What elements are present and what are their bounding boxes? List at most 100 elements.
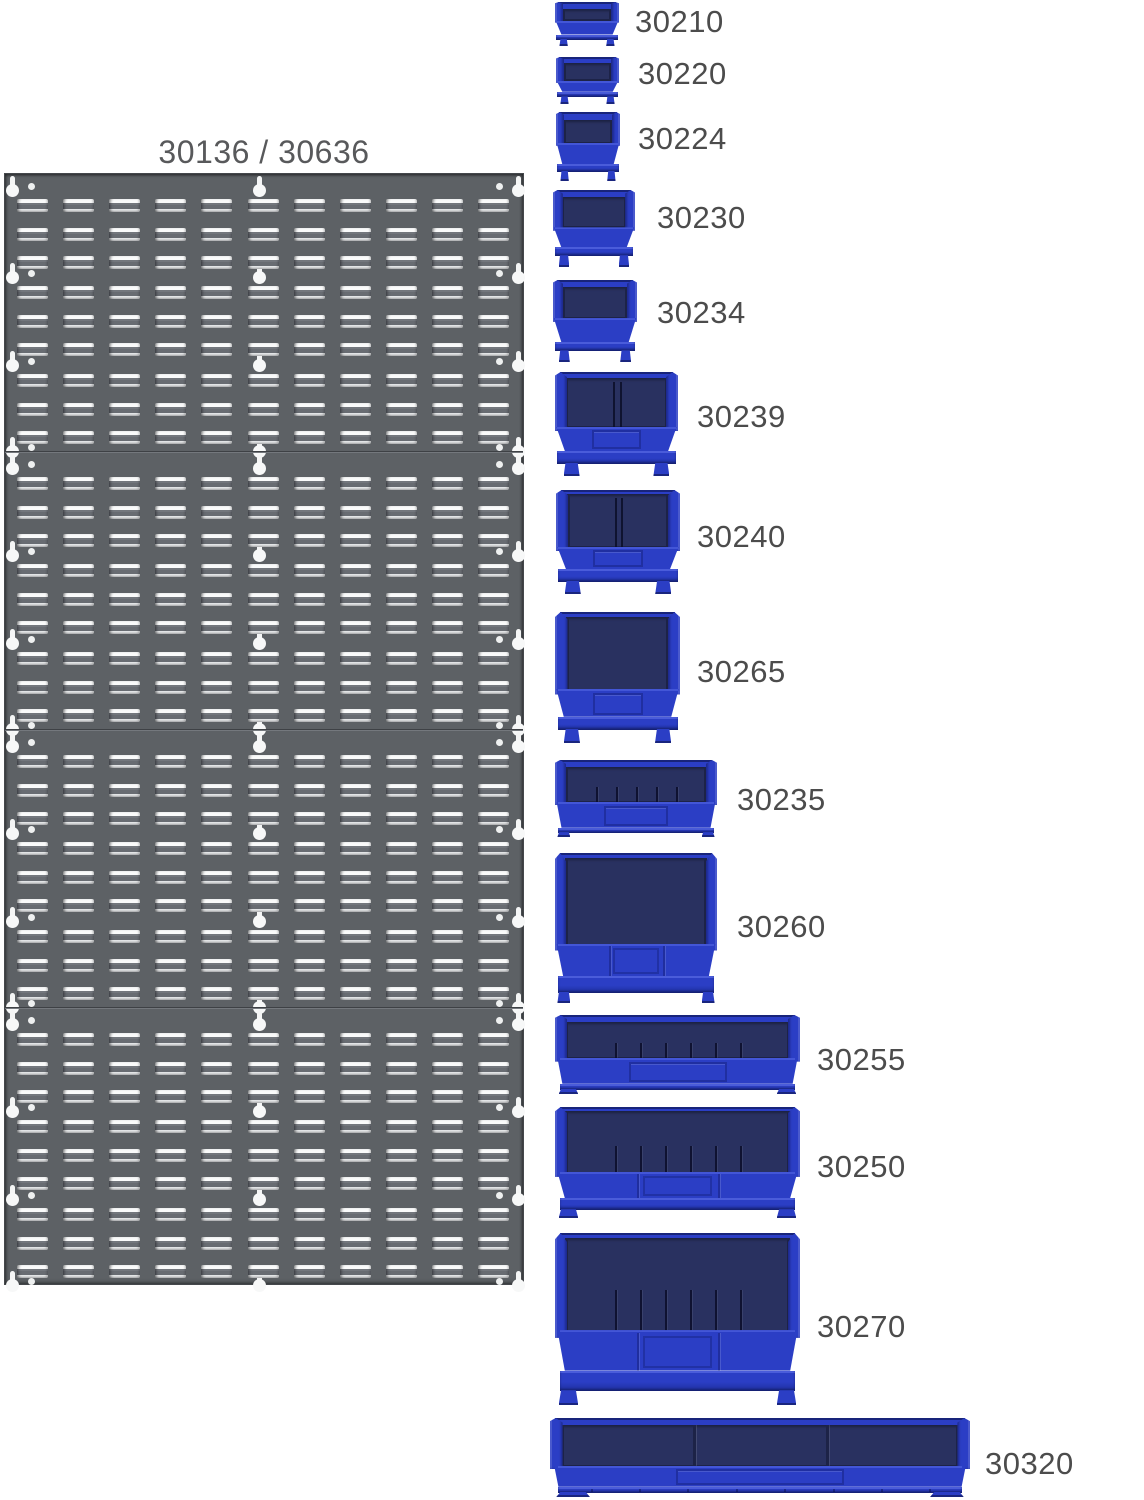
louver-slot	[63, 403, 95, 416]
interior-slot-mark	[675, 786, 678, 804]
keyhole-neck	[9, 732, 15, 743]
interior-slot-mark	[616, 786, 618, 804]
keyhole-mount	[252, 907, 266, 928]
bin-top-bar	[557, 280, 633, 290]
louver-slot	[247, 228, 279, 241]
keyhole-ball	[252, 637, 266, 650]
mounting-hole	[495, 269, 503, 277]
louver-slot	[431, 199, 463, 212]
louver-slot	[63, 343, 95, 356]
interior-slot-mark	[664, 1290, 667, 1333]
louver-slot	[385, 199, 417, 212]
louver-slot	[385, 1120, 417, 1133]
front-top-highlight	[558, 546, 678, 549]
louver-slot	[63, 286, 95, 299]
keyhole-neck	[256, 1185, 262, 1196]
louver-slot	[339, 1237, 371, 1250]
keyhole-neck	[256, 1010, 262, 1021]
panel-section	[5, 729, 525, 1014]
louver-slot	[247, 930, 279, 943]
keyhole-ball	[252, 1279, 266, 1292]
louver-slot	[385, 842, 417, 855]
keyhole-ball	[252, 462, 266, 475]
interior-divider-line	[614, 498, 617, 549]
bin-30239	[555, 372, 678, 476]
louver-slot	[109, 506, 141, 519]
keyhole-ball	[252, 827, 266, 840]
bin-foot-left	[558, 1209, 579, 1218]
keyhole-mount	[5, 819, 19, 840]
louver-slot	[293, 1265, 325, 1278]
mounting-hole	[27, 443, 35, 451]
bin-foot-left	[563, 728, 580, 743]
louver-slot	[339, 784, 371, 797]
louver-slot	[431, 784, 463, 797]
louver-slot	[155, 1149, 187, 1162]
louver-slot	[385, 812, 417, 825]
louver-slot	[155, 343, 187, 356]
louver-slot	[478, 842, 509, 855]
louver-slot	[201, 256, 233, 269]
louver-slot	[155, 256, 187, 269]
louver-slot	[247, 1237, 279, 1250]
mounting-hole	[495, 1103, 503, 1111]
louver-slot	[109, 374, 141, 387]
louver-slot	[17, 842, 48, 855]
keyhole-mount	[511, 1097, 525, 1118]
louver-slot	[385, 784, 417, 797]
bin-top-bar	[559, 760, 713, 769]
louver-slot	[247, 1062, 279, 1075]
keyhole-neck	[9, 1010, 15, 1021]
louver-slot	[109, 1208, 141, 1221]
keyhole-mount	[511, 351, 525, 372]
bin-foot-left	[558, 1089, 579, 1094]
bin-foot-right	[606, 38, 615, 46]
louver-slot	[431, 755, 463, 768]
keyhole-neck	[256, 176, 262, 187]
louver-slot	[155, 1237, 187, 1250]
keyhole-ball	[511, 915, 525, 928]
louver-slot	[247, 315, 279, 328]
keyhole-ball	[5, 637, 19, 650]
keyhole-neck	[256, 454, 262, 465]
keyhole-mount	[5, 1097, 19, 1118]
louver-slot	[155, 1208, 187, 1221]
louver-slot	[109, 286, 141, 299]
louver-slot	[431, 1062, 463, 1075]
louver-slot	[201, 564, 233, 577]
louver-slot	[109, 1090, 141, 1103]
keyhole-mount	[5, 1185, 19, 1206]
bin-horn-right	[665, 372, 678, 432]
bin-foot-left	[564, 580, 581, 594]
louver-slot	[478, 1033, 509, 1046]
interior-slot-mark	[639, 1042, 642, 1060]
louver-slot	[247, 431, 279, 444]
louver-slot	[293, 959, 325, 972]
louver-slot	[293, 842, 325, 855]
bin-label-30265: 30265	[697, 654, 786, 689]
mounting-hole	[495, 738, 503, 746]
bin-label-30239: 30239	[697, 399, 786, 434]
front-recessed-panel	[643, 1335, 712, 1369]
louver-slot	[247, 593, 279, 606]
front-recessed-panel	[591, 430, 642, 450]
louver-slot	[431, 987, 463, 1000]
louver-slot	[478, 1149, 509, 1162]
louver-slot	[17, 1120, 48, 1133]
louver-slot	[247, 477, 279, 490]
louver-slot	[293, 1177, 325, 1190]
keyhole-ball	[252, 1193, 266, 1206]
louver-slot	[247, 506, 279, 519]
louver-slot	[431, 286, 463, 299]
bin-top-bar	[560, 612, 675, 620]
bin-label-30210: 30210	[635, 4, 724, 39]
louver-slot	[431, 431, 463, 444]
louver-slot	[155, 621, 187, 634]
louver-slot	[478, 534, 509, 547]
interior-slot-mark	[740, 1290, 743, 1333]
louver-slot	[247, 652, 279, 665]
louver-slot	[63, 1033, 95, 1046]
louver-slot	[63, 199, 95, 212]
louver-slot	[201, 709, 233, 722]
